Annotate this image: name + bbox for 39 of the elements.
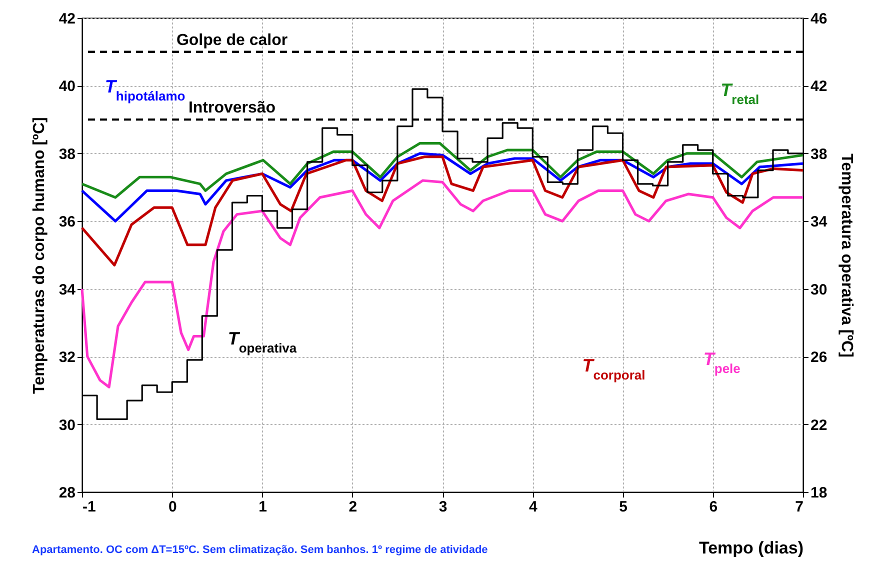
text: T$_{pele}$ — [703, 348, 740, 376]
y-tick-label: 40 — [58, 78, 76, 96]
x-tick-label: 4 — [528, 498, 538, 516]
x-tick-label: 5 — [619, 498, 628, 516]
x-axis-title: Tempo (dias) — [698, 538, 804, 558]
line-series — [80, 156, 804, 266]
ref-line-label: Introversão — [188, 100, 276, 117]
y-tick-label: 32 — [58, 349, 76, 366]
x-tick-label: -1 — [82, 498, 96, 516]
series-label: T$_{operativa}$ — [228, 328, 298, 356]
text: T$_{corporal}$ — [582, 356, 646, 382]
x-tick-label: 1 — [258, 498, 267, 516]
line-series — [80, 142, 804, 199]
text: T$_{hipotálamo}$ — [104, 76, 186, 103]
y2-tick-label: 38 — [810, 146, 828, 163]
y2-tick-label: 34 — [810, 214, 828, 231]
x-tick-label: 2 — [348, 498, 358, 516]
line-series — [80, 179, 804, 388]
text: Apartamento. OC com ΔT=15ºC. Sem climatização. Sem banhos. 1º regime de atividade — [32, 544, 488, 556]
x-tick-label: 7 — [795, 498, 804, 516]
x-tick-label: 6 — [709, 498, 718, 516]
y-axis-title: Temperaturas do corpo humano [ºC] — [30, 117, 48, 394]
y2-tick-label: 26 — [810, 349, 828, 366]
y2-tick-label: 42 — [810, 78, 828, 96]
y-tick-label: 30 — [58, 416, 76, 434]
y2-tick-label: 46 — [810, 10, 828, 28]
y-tick-label: 36 — [58, 214, 76, 231]
y2-tick-label: 30 — [810, 281, 828, 298]
text: T$_{retal}$ — [720, 80, 760, 106]
y-tick-label: 34 — [58, 281, 76, 298]
y2-tick-label: 22 — [810, 416, 828, 434]
y-tick-label: 28 — [58, 484, 76, 502]
y-tick-label: 38 — [58, 146, 76, 163]
ref-line-label: Golpe de calor — [176, 32, 288, 49]
y2-axis-title: Temperatura operativa [ºC] — [838, 154, 856, 358]
y-tick-label: 42 — [58, 10, 76, 28]
x-tick-label: 0 — [168, 498, 177, 516]
y2-tick-label: 18 — [810, 484, 828, 502]
x-tick-label: 3 — [438, 498, 448, 516]
